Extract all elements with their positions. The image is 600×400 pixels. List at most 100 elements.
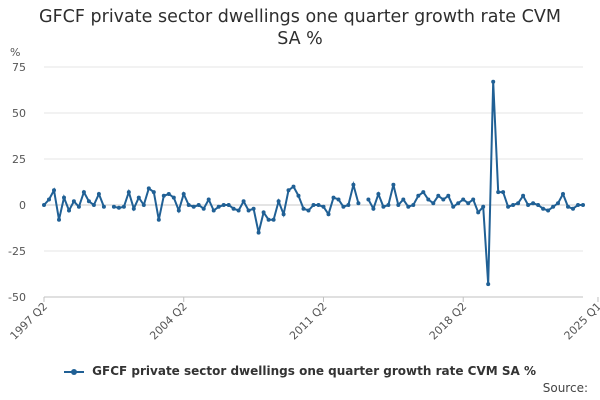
data-point[interactable]	[221, 203, 226, 207]
data-point[interactable]	[546, 208, 551, 213]
data-point[interactable]	[96, 192, 101, 196]
data-point[interactable]	[481, 204, 486, 209]
data-point[interactable]	[231, 206, 236, 211]
data-point[interactable]	[556, 201, 560, 206]
data-point[interactable]	[151, 190, 156, 195]
data-point[interactable]	[391, 182, 396, 187]
data-point[interactable]	[316, 203, 321, 207]
data-point[interactable]	[401, 197, 406, 202]
data-point[interactable]	[286, 188, 291, 193]
data-point[interactable]	[346, 203, 351, 207]
data-point[interactable]	[126, 190, 131, 195]
data-point[interactable]	[566, 204, 570, 209]
data-point[interactable]	[371, 206, 376, 211]
data-point[interactable]	[76, 204, 81, 209]
data-point[interactable]	[466, 201, 471, 206]
data-point[interactable]	[57, 217, 61, 222]
data-point[interactable]	[42, 203, 46, 207]
data-point[interactable]	[441, 197, 446, 202]
data-point[interactable]	[386, 203, 391, 207]
data-point[interactable]	[276, 199, 281, 204]
data-point[interactable]	[541, 206, 546, 211]
data-point[interactable]	[52, 188, 56, 193]
data-point[interactable]	[81, 190, 86, 195]
data-point[interactable]	[111, 204, 116, 209]
data-point[interactable]	[511, 203, 516, 207]
data-point[interactable]	[91, 203, 96, 207]
data-point[interactable]	[356, 201, 361, 206]
data-point[interactable]	[186, 203, 191, 207]
data-point[interactable]	[196, 203, 201, 207]
data-point[interactable]	[141, 203, 146, 207]
data-point[interactable]	[191, 204, 196, 209]
data-point[interactable]	[496, 190, 501, 195]
data-point[interactable]	[516, 201, 521, 206]
data-point[interactable]	[256, 230, 261, 235]
data-point[interactable]	[156, 217, 161, 222]
data-point[interactable]	[71, 199, 76, 204]
data-point[interactable]	[331, 195, 336, 200]
data-point[interactable]	[581, 203, 585, 207]
data-point[interactable]	[181, 192, 186, 196]
data-point[interactable]	[301, 206, 306, 211]
legend[interactable]: GFCF private sector dwellings one quarte…	[0, 364, 600, 378]
data-point[interactable]	[201, 206, 206, 211]
data-point[interactable]	[211, 208, 216, 213]
data-point[interactable]	[521, 193, 526, 198]
data-point[interactable]	[266, 217, 271, 222]
data-point[interactable]	[261, 210, 266, 215]
data-point[interactable]	[176, 208, 181, 213]
data-point[interactable]	[501, 190, 506, 195]
data-point[interactable]	[381, 204, 386, 209]
data-point[interactable]	[251, 206, 256, 211]
data-point[interactable]	[62, 195, 66, 200]
data-point[interactable]	[451, 204, 456, 209]
data-point[interactable]	[531, 201, 536, 206]
data-point[interactable]	[436, 193, 441, 198]
data-point[interactable]	[526, 203, 531, 207]
data-point[interactable]	[336, 197, 341, 202]
data-point[interactable]	[406, 204, 411, 209]
data-point[interactable]	[236, 208, 241, 213]
data-point[interactable]	[476, 210, 481, 215]
data-point[interactable]	[47, 197, 51, 202]
data-point[interactable]	[291, 184, 296, 189]
data-point[interactable]	[421, 190, 426, 195]
data-point[interactable]	[491, 79, 496, 84]
data-point[interactable]	[86, 199, 91, 204]
data-point[interactable]	[571, 206, 575, 211]
data-point[interactable]	[576, 203, 580, 207]
data-point[interactable]	[366, 197, 371, 202]
data-point[interactable]	[326, 212, 331, 217]
data-point[interactable]	[561, 192, 565, 196]
data-point[interactable]	[321, 204, 326, 209]
data-point[interactable]	[146, 186, 151, 191]
data-point[interactable]	[446, 193, 451, 198]
data-point[interactable]	[426, 197, 431, 202]
data-point[interactable]	[396, 203, 401, 207]
data-point[interactable]	[311, 203, 316, 207]
data-point[interactable]	[131, 206, 136, 211]
data-point[interactable]	[241, 199, 246, 204]
data-point[interactable]	[246, 208, 251, 213]
data-point[interactable]	[351, 182, 356, 187]
data-point[interactable]	[416, 193, 421, 198]
data-point[interactable]	[486, 282, 491, 287]
data-point[interactable]	[551, 204, 556, 209]
data-point[interactable]	[456, 201, 461, 206]
data-point[interactable]	[376, 192, 381, 196]
data-point[interactable]	[206, 197, 211, 202]
data-point[interactable]	[431, 201, 436, 206]
data-point[interactable]	[471, 197, 476, 202]
data-point[interactable]	[136, 195, 141, 200]
data-point[interactable]	[216, 204, 221, 209]
data-point[interactable]	[306, 208, 311, 213]
data-point[interactable]	[67, 208, 71, 213]
data-point[interactable]	[161, 193, 166, 198]
data-point[interactable]	[226, 203, 231, 207]
data-point[interactable]	[536, 203, 541, 207]
data-point[interactable]	[461, 197, 466, 202]
data-point[interactable]	[271, 217, 276, 222]
data-point[interactable]	[341, 204, 346, 209]
data-point[interactable]	[101, 204, 106, 209]
